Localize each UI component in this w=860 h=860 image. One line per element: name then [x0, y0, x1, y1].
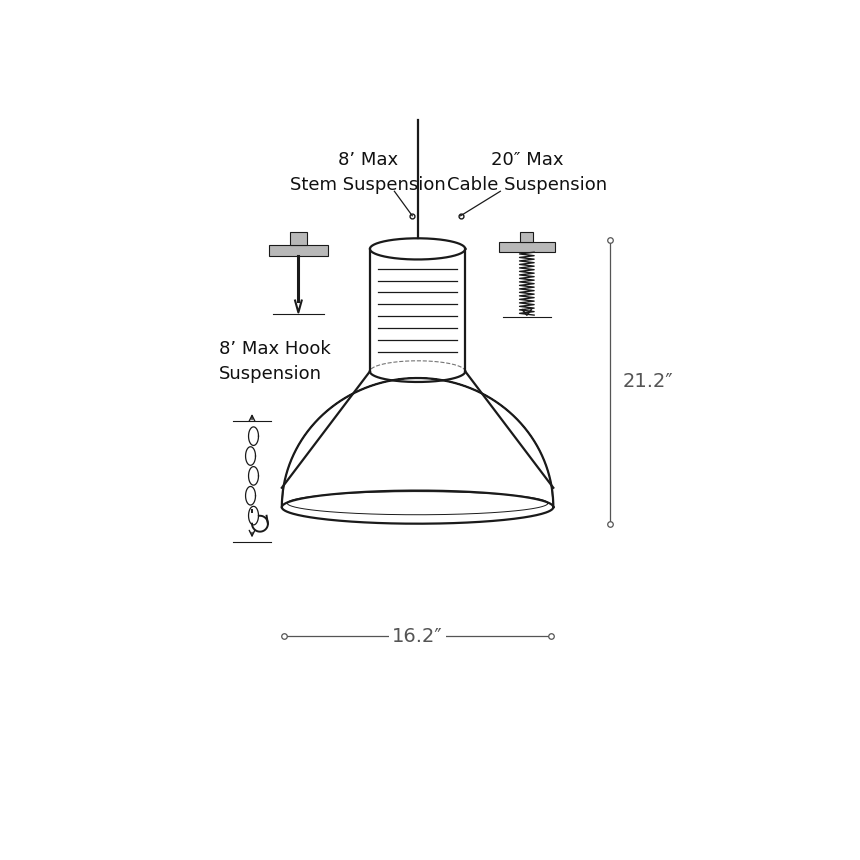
- Text: 8’ Max
Stem Suspension: 8’ Max Stem Suspension: [290, 151, 445, 194]
- Bar: [290, 231, 307, 245]
- Bar: [268, 245, 329, 255]
- Bar: [499, 243, 555, 252]
- Text: 20″ Max
Cable Suspension: 20″ Max Cable Suspension: [447, 151, 607, 194]
- Text: 21.2″: 21.2″: [623, 372, 673, 391]
- Text: 8’ Max Hook
Suspension: 8’ Max Hook Suspension: [219, 340, 330, 383]
- Text: 16.2″: 16.2″: [392, 627, 443, 646]
- Bar: [520, 231, 533, 243]
